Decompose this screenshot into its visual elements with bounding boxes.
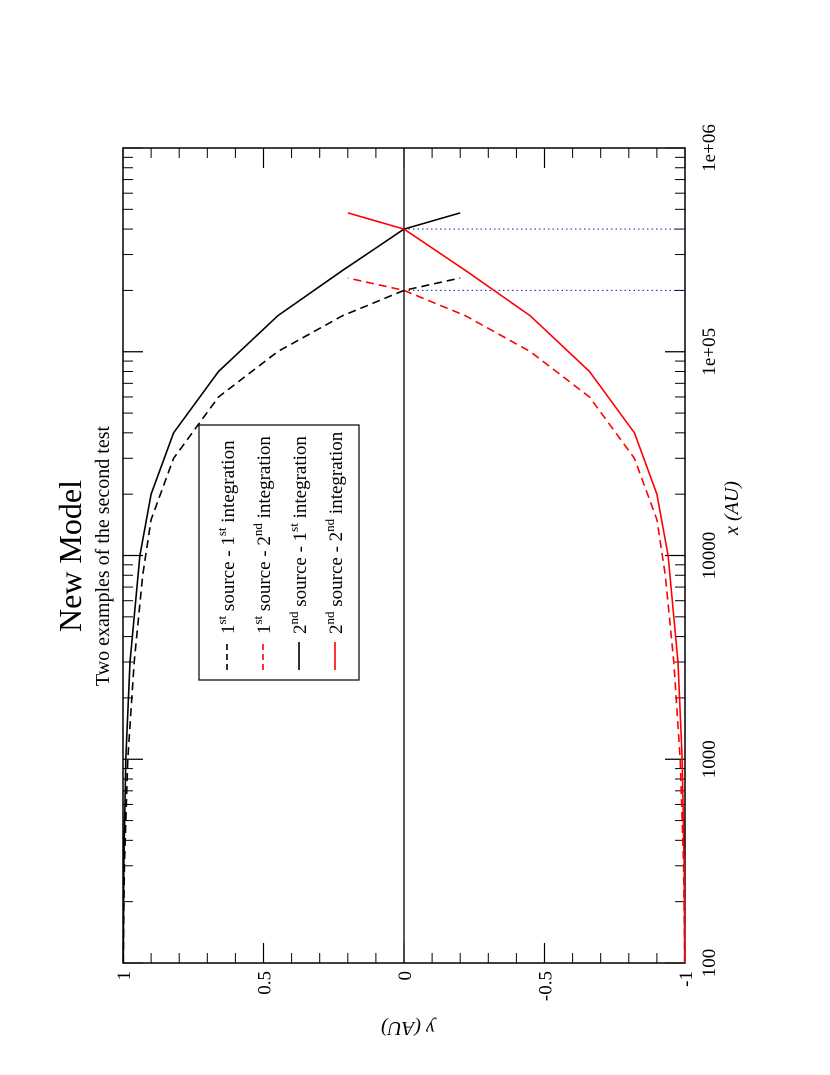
legend-entry-superscript: st <box>286 523 301 532</box>
legend-entry-text: integration <box>290 436 311 524</box>
x-tick-label: 1000 <box>699 740 720 778</box>
legend-entry: 1st source - 1st integration <box>214 440 239 634</box>
series-line <box>347 277 686 964</box>
legend-entry-text: 1 <box>254 625 275 635</box>
x-tick-label: 1e+05 <box>699 328 720 376</box>
legend-entry-superscript: nd <box>286 611 301 625</box>
x-axis-label: x (AU) <box>721 481 743 536</box>
legend-entry-superscript: nd <box>322 518 337 532</box>
legend-entry: 2nd source - 1st integration <box>286 436 311 634</box>
series-line <box>122 277 461 964</box>
tick-labels: 100 1000 10000 1e+05 1e+06 1 0.5 0 -0.5 -1 <box>114 124 720 1001</box>
y-tick-label: 1 <box>114 971 135 981</box>
legend-entry-superscript: st <box>250 615 265 624</box>
legend-entry-text: source - 2 <box>326 532 347 612</box>
x-tick-label: 1e+06 <box>699 124 720 172</box>
legend-entry-text: source - 1 <box>290 532 311 612</box>
legend-entry-text: integration <box>218 440 239 528</box>
legend-entry: 2nd source - 2nd integration <box>322 431 347 634</box>
legend-entry-text: 2 <box>290 625 311 635</box>
legend-entry-text: source - 1 <box>218 536 239 616</box>
chart-title: New Model <box>52 480 88 632</box>
series-lines <box>122 212 686 964</box>
series-line <box>122 212 461 964</box>
x-tick-label: 100 <box>699 949 720 978</box>
x-tick-label: 10000 <box>699 532 720 580</box>
guide-lines <box>403 148 685 963</box>
legend-entry-text: integration <box>254 436 275 524</box>
legend-entry: 1st source - 2nd integration <box>250 436 275 634</box>
y-tick-label: 0.5 <box>255 971 276 995</box>
legend-entry-text: source - 2 <box>254 536 275 616</box>
chart-subtitle: Two examples of the second test <box>92 425 114 686</box>
y-tick-label: -1 <box>676 971 697 987</box>
legend-entry-superscript: st <box>214 527 229 536</box>
legend-entry-superscript: nd <box>322 611 337 625</box>
legend-entry-superscript: nd <box>250 523 265 537</box>
y-tick-label: -0.5 <box>536 971 557 1001</box>
legend-entry-text: 1 <box>218 625 239 635</box>
legend-entry-superscript: st <box>214 615 229 624</box>
series-line <box>347 212 686 964</box>
legend-box <box>198 424 360 681</box>
rotated-chart-group: 100 1000 10000 1e+05 1e+06 1 0.5 0 -0.5 -1 New Mo… <box>52 124 743 1001</box>
legend-entry-text: 2 <box>326 625 347 635</box>
legend-entry-text: integration <box>326 431 347 519</box>
y-axis-label: y (AU) <box>381 1017 437 1039</box>
x-axis-label-text: x (AU) <box>721 481 743 536</box>
y-tick-label: 0 <box>395 971 416 981</box>
